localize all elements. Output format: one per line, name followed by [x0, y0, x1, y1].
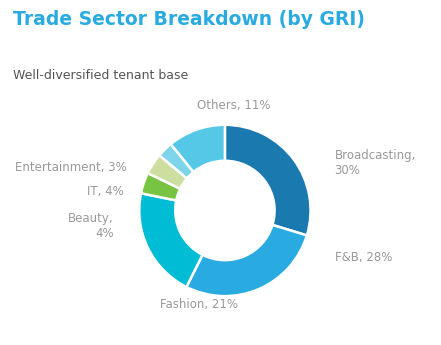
Wedge shape — [225, 125, 310, 235]
Text: Trade Sector Breakdown (by GRI): Trade Sector Breakdown (by GRI) — [13, 10, 365, 29]
Text: Entertainment, 3%: Entertainment, 3% — [15, 161, 127, 174]
Wedge shape — [171, 125, 225, 172]
Text: Broadcasting,
30%: Broadcasting, 30% — [335, 149, 416, 177]
Text: Beauty,
4%: Beauty, 4% — [68, 212, 114, 240]
Wedge shape — [139, 193, 202, 287]
Wedge shape — [187, 225, 307, 296]
Wedge shape — [148, 155, 187, 189]
Text: Well-diversified tenant base: Well-diversified tenant base — [13, 69, 188, 82]
Wedge shape — [159, 144, 194, 178]
Text: F&B, 28%: F&B, 28% — [335, 251, 392, 264]
Text: Fashion, 21%: Fashion, 21% — [160, 298, 238, 311]
Wedge shape — [141, 173, 180, 200]
Text: IT, 4%: IT, 4% — [87, 185, 124, 198]
Text: Others, 11%: Others, 11% — [197, 99, 270, 112]
